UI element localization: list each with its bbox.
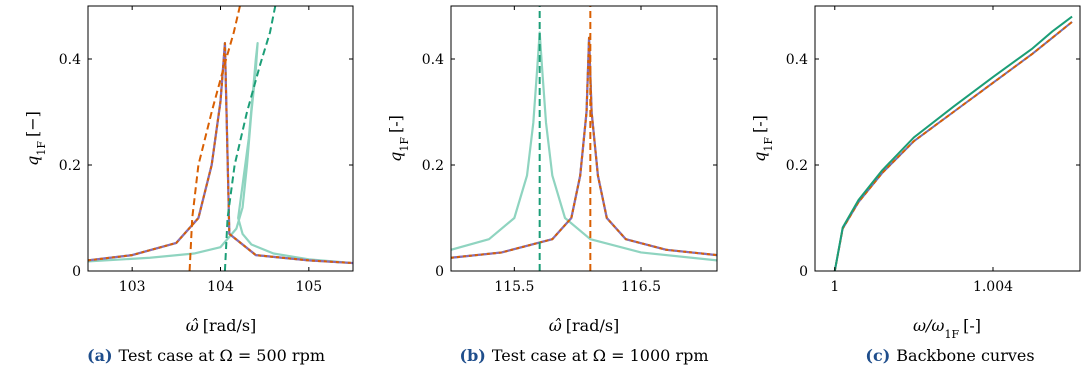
y-tick-label: 0 [72,264,81,280]
y-axis-label: q1F [−] [23,111,48,166]
y-tick-label: 0.2 [59,158,81,174]
series-line-1 [833,21,1073,271]
x-axis-label-symbol: ω̂ [549,316,562,335]
panel-caption-tag: (c) [865,346,890,365]
x-axis-label: ω̂ [rad/s] [186,316,257,335]
x-axis-label-unit: [rad/s] [203,316,257,335]
panel-caption: (b) Test case at Ω = 1000 rpm [460,346,709,365]
y-axis-label-unit: [−] [23,111,42,137]
x-axis-label-subscript: 1F [944,328,959,341]
series-line-1 [451,31,717,262]
panel-caption-text: Test case at Ω = 1000 rpm [492,346,709,365]
y-axis-label-unit: [-] [386,115,405,133]
x-tick-label: 103 [119,279,146,295]
y-axis-label-subscript: 1F [398,137,411,152]
series-group [833,15,1073,271]
series-line-4 [188,6,241,271]
y-axis-label-symbol: q [23,156,42,166]
x-tick-label: 1.004 [973,279,1013,295]
y-tick-label: 0.2 [422,158,444,174]
y-axis-label: q1F [-] [386,115,411,162]
panel-caption-tag: (b) [460,346,486,365]
y-tick-label: 0.2 [786,158,808,174]
x-tick-label: 104 [207,279,234,295]
series-line-1 [88,42,353,265]
y-axis-label-symbol: q [750,152,769,162]
x-axis-label: ω̂ [rad/s] [549,316,620,335]
series-line-3 [833,15,1073,271]
series-line-2 [833,21,1073,271]
panel-caption: (a) Test case at Ω = 500 rpm [87,346,325,365]
series-line-3-dash [451,36,717,259]
y-tick-label: 0.4 [786,52,808,68]
plot-frame [450,5,718,272]
series-group [88,6,353,271]
chart-panel-2: 115.5 116.5 0 0.2 0.4 q1F [-] ω̂ [rad/s] (b) Test … [386,5,718,365]
chart-panel-1: 103 104 105 0 0.2 0.4 q1F [−] ω̂ [rad/s] (a) Test c… [23,5,354,365]
plot-frame [814,5,1081,272]
y-tick-label: 0 [799,264,808,280]
y-axis-label: q1F [-] [750,115,775,162]
plot-frame [87,5,354,272]
series-line-3-dash [88,42,353,265]
x-axis-label-symbol: ω̂ [186,316,199,335]
x-axis-label-symbol: ω/ω [913,316,944,335]
series-line-5 [223,6,277,271]
y-tick-label: 0 [435,264,444,280]
y-tick-label: 0.4 [422,52,444,68]
x-tick-label: 115.5 [494,279,534,295]
x-axis-label: ω/ω1F [-] [913,316,981,341]
x-axis-label-unit: [-] [963,316,981,335]
series-group [451,6,717,271]
panel-caption-text: Backbone curves [896,346,1034,365]
x-tick-label: 105 [295,279,322,295]
x-tick-label: 1 [830,279,839,295]
y-axis-label-subscript: 1F [35,141,48,156]
panel-caption-tag: (a) [87,346,113,365]
y-tick-label: 0.4 [59,52,81,68]
x-axis-label-unit: [rad/s] [566,316,620,335]
panel-caption: (c) Backbone curves [865,346,1034,365]
y-axis-label-symbol: q [386,152,405,162]
series-line-3 [451,36,717,259]
panel-caption-text: Test case at Ω = 500 rpm [119,346,325,365]
y-axis-label-subscript: 1F [762,137,775,152]
x-tick-label: 116.5 [621,279,661,295]
y-axis-label-unit: [-] [750,115,769,133]
